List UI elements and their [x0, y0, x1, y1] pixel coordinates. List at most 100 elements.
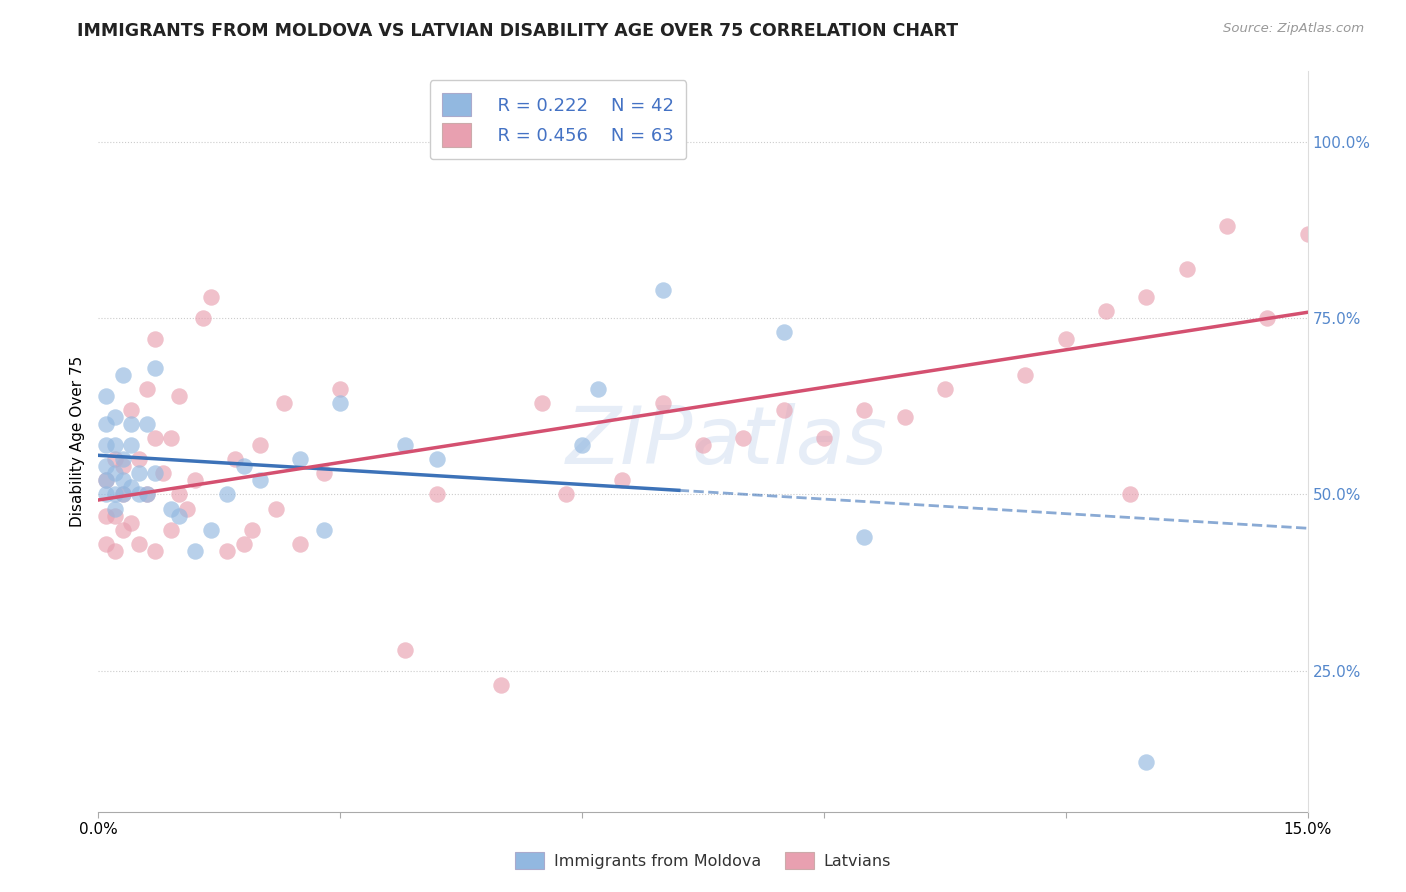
Point	[232, 537, 254, 551]
Point	[329, 382, 352, 396]
Point	[184, 544, 207, 558]
Point	[167, 487, 190, 501]
Point	[135, 417, 157, 431]
Point	[651, 396, 673, 410]
Point	[893, 409, 915, 424]
Point	[530, 396, 553, 410]
Point	[1296, 227, 1319, 241]
Point	[224, 452, 246, 467]
Point	[1135, 756, 1157, 770]
Point	[491, 678, 513, 692]
Point	[1361, 311, 1384, 326]
Point	[426, 487, 449, 501]
Point	[111, 487, 134, 501]
Legend: Immigrants from Moldova, Latvians: Immigrants from Moldova, Latvians	[509, 846, 897, 875]
Point	[651, 283, 673, 297]
Point	[96, 438, 118, 452]
Point	[103, 544, 125, 558]
Point	[143, 332, 166, 346]
Point	[96, 473, 118, 487]
Point	[426, 452, 449, 467]
Point	[103, 438, 125, 452]
Point	[853, 402, 876, 417]
Point	[249, 473, 271, 487]
Point	[249, 438, 271, 452]
Point	[200, 523, 222, 537]
Point	[1337, 135, 1360, 149]
Point	[103, 501, 125, 516]
Point	[120, 516, 142, 530]
Point	[240, 523, 263, 537]
Point	[934, 382, 956, 396]
Point	[96, 537, 118, 551]
Point	[813, 431, 835, 445]
Point	[692, 438, 714, 452]
Point	[160, 431, 183, 445]
Point	[394, 642, 416, 657]
Point	[96, 473, 118, 487]
Point	[176, 501, 198, 516]
Point	[167, 389, 190, 403]
Point	[273, 396, 295, 410]
Point	[1014, 368, 1036, 382]
Point	[96, 508, 118, 523]
Point	[96, 417, 118, 431]
Point	[160, 501, 183, 516]
Point	[135, 487, 157, 501]
Point	[128, 467, 150, 481]
Point	[103, 452, 125, 467]
Point	[128, 452, 150, 467]
Y-axis label: Disability Age Over 75: Disability Age Over 75	[69, 356, 84, 527]
Point	[1175, 261, 1198, 276]
Point	[120, 438, 142, 452]
Point	[288, 537, 311, 551]
Text: ZIPatlas: ZIPatlas	[567, 402, 889, 481]
Point	[586, 382, 609, 396]
Point	[217, 487, 239, 501]
Point	[1054, 332, 1077, 346]
Point	[120, 402, 142, 417]
Point	[143, 431, 166, 445]
Point	[152, 467, 174, 481]
Legend:   R = 0.222    N = 42,   R = 0.456    N = 63: R = 0.222 N = 42, R = 0.456 N = 63	[430, 80, 686, 160]
Point	[103, 409, 125, 424]
Point	[96, 487, 118, 501]
Point	[103, 487, 125, 501]
Point	[96, 459, 118, 474]
Point	[128, 487, 150, 501]
Point	[111, 487, 134, 501]
Point	[1095, 304, 1118, 318]
Point	[232, 459, 254, 474]
Point	[96, 389, 118, 403]
Point	[160, 523, 183, 537]
Point	[120, 480, 142, 494]
Point	[135, 487, 157, 501]
Point	[555, 487, 578, 501]
Point	[853, 530, 876, 544]
Point	[184, 473, 207, 487]
Point	[128, 537, 150, 551]
Point	[772, 402, 794, 417]
Point	[120, 417, 142, 431]
Point	[612, 473, 634, 487]
Point	[571, 438, 593, 452]
Point	[143, 360, 166, 375]
Point	[1376, 311, 1399, 326]
Point	[111, 523, 134, 537]
Point	[167, 508, 190, 523]
Point	[111, 473, 134, 487]
Point	[264, 501, 287, 516]
Point	[329, 396, 352, 410]
Point	[193, 311, 215, 326]
Point	[135, 382, 157, 396]
Point	[200, 290, 222, 304]
Point	[143, 467, 166, 481]
Text: Source: ZipAtlas.com: Source: ZipAtlas.com	[1223, 22, 1364, 36]
Point	[111, 452, 134, 467]
Text: IMMIGRANTS FROM MOLDOVA VS LATVIAN DISABILITY AGE OVER 75 CORRELATION CHART: IMMIGRANTS FROM MOLDOVA VS LATVIAN DISAB…	[77, 22, 959, 40]
Point	[1119, 487, 1142, 501]
Point	[1256, 311, 1278, 326]
Point	[288, 452, 311, 467]
Point	[1135, 290, 1157, 304]
Point	[733, 431, 755, 445]
